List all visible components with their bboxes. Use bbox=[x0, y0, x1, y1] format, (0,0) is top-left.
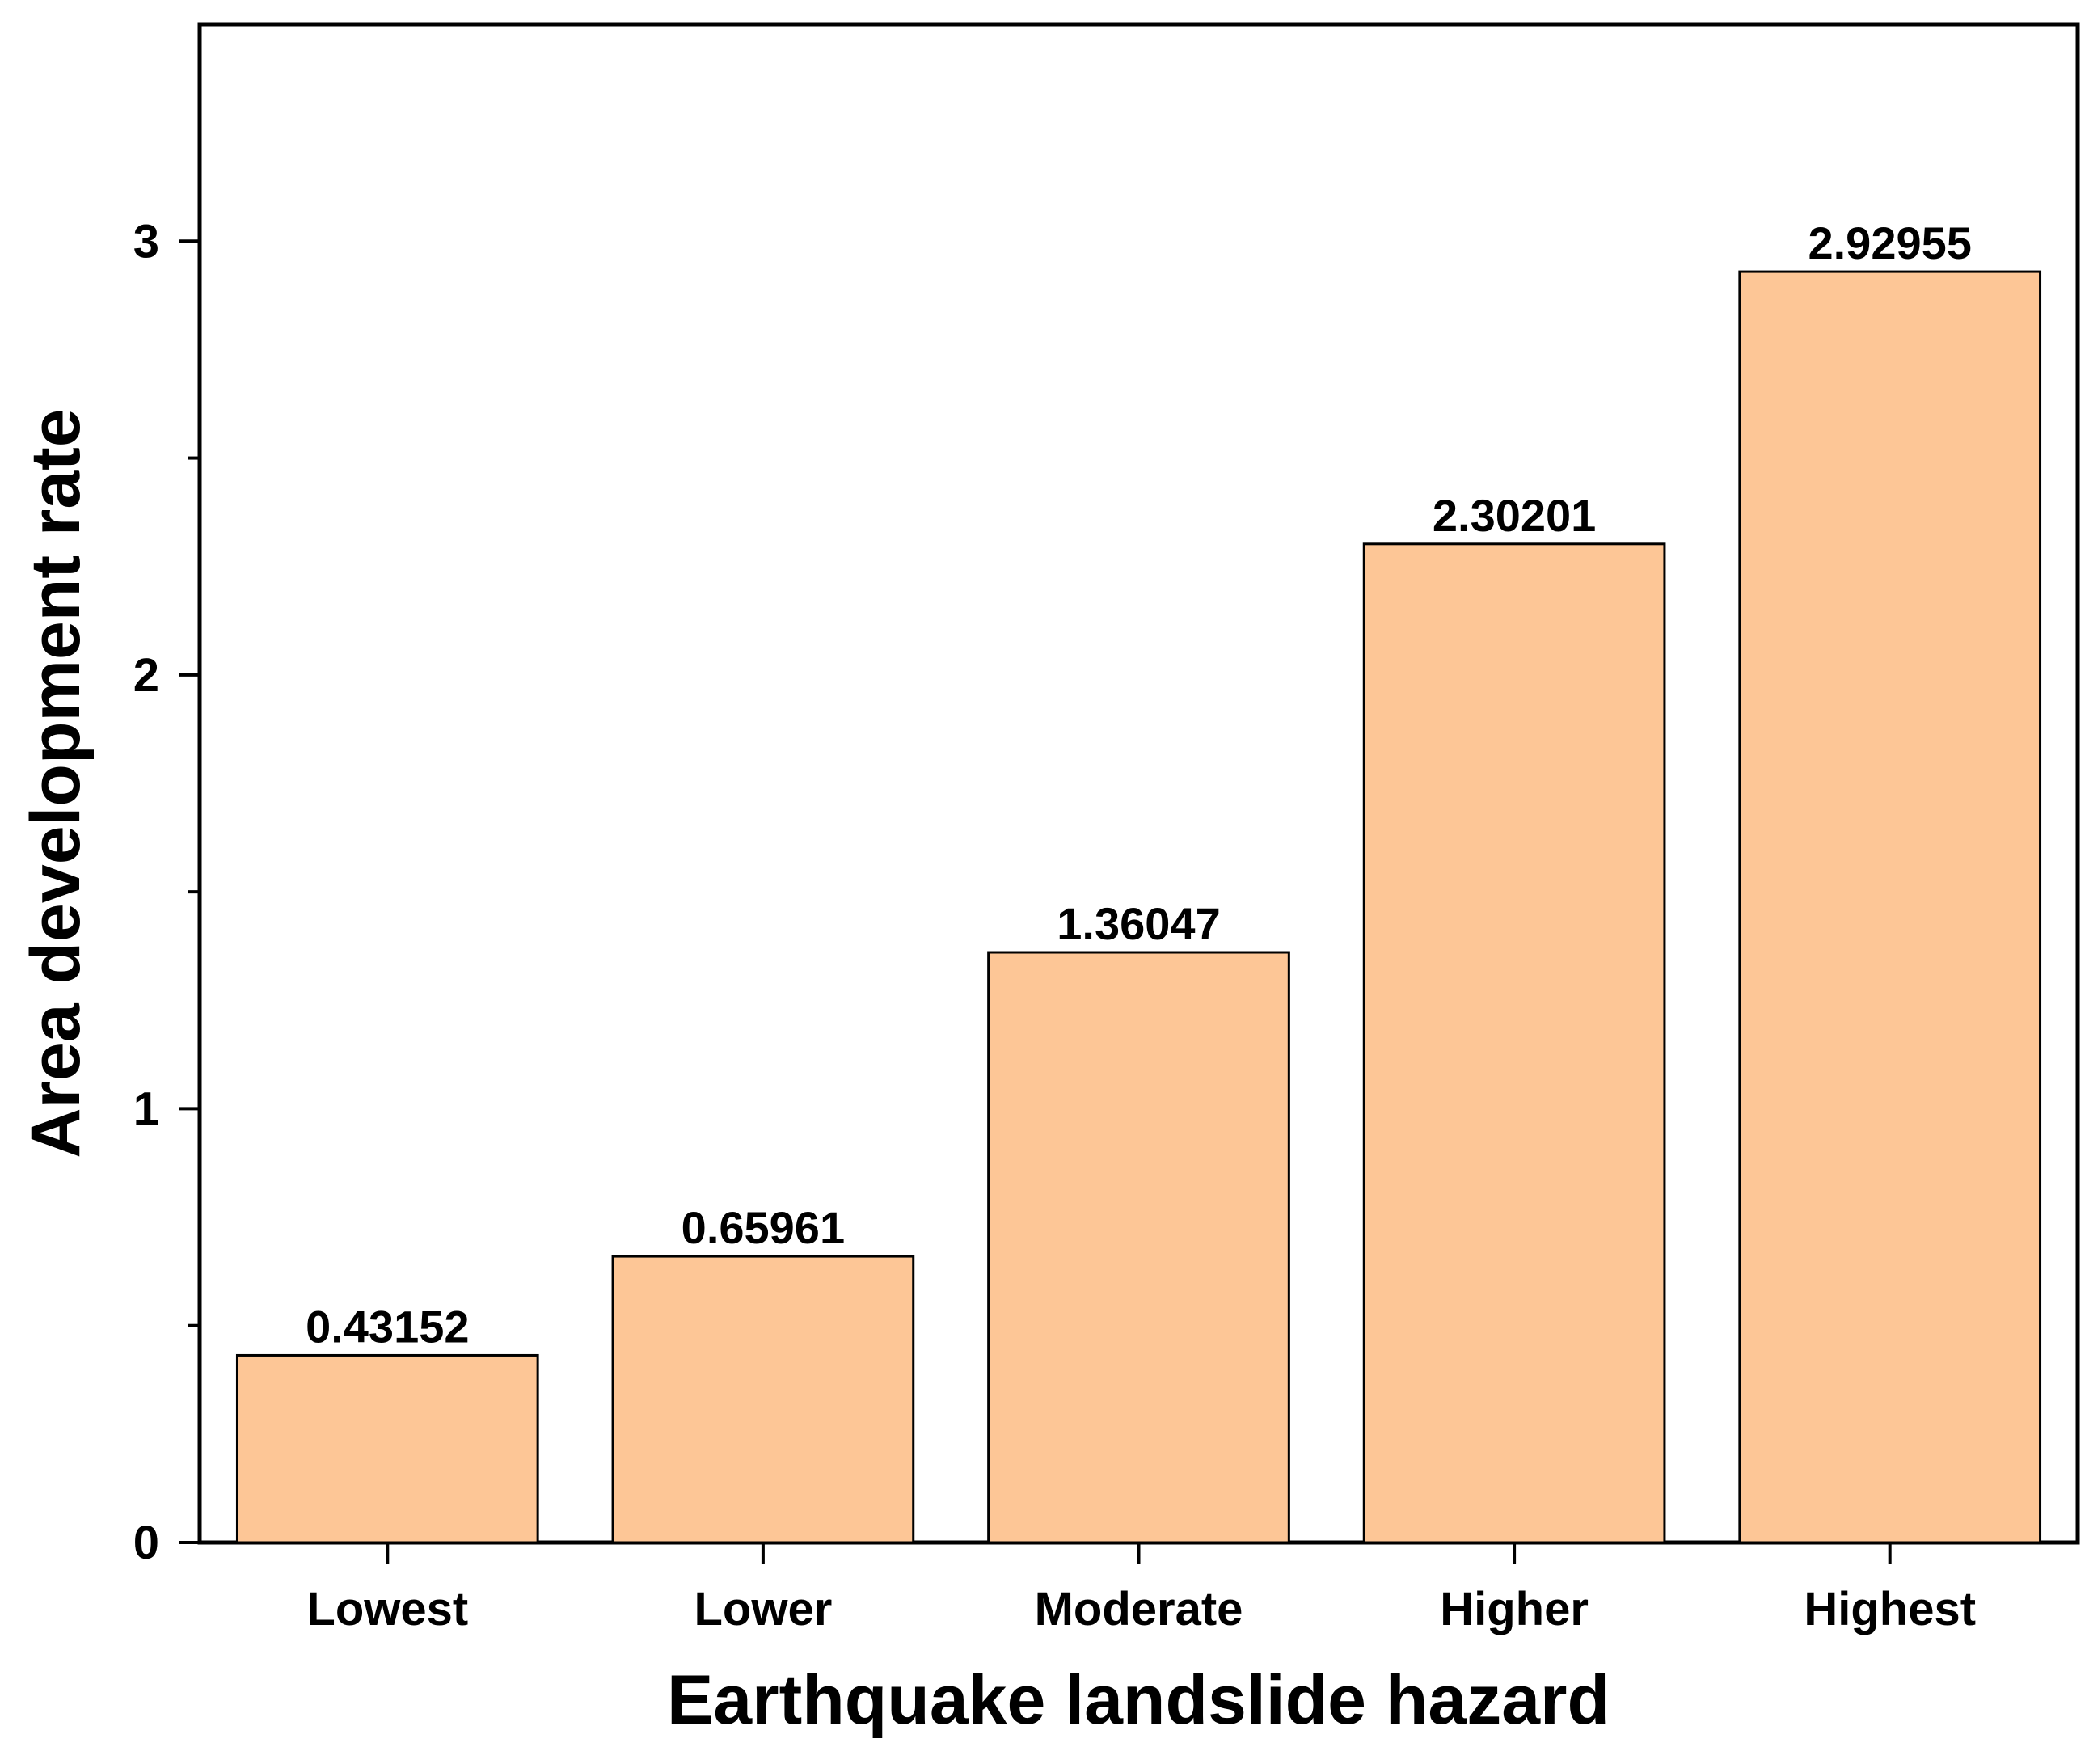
x-tick-label-highest: Highest bbox=[1804, 1583, 1976, 1635]
bar-higher bbox=[1362, 542, 1666, 1544]
value-labels-layer: 0.43152 0.65961 1.36047 2.30201 2.92955 bbox=[306, 217, 1972, 1352]
y-tick-label: 2 bbox=[133, 649, 159, 702]
y-tick-label: 1 bbox=[133, 1082, 159, 1135]
bar-highest bbox=[1738, 270, 2042, 1544]
x-tick-label-lowest: Lowest bbox=[306, 1583, 468, 1635]
x-tick-label-moderate: Moderate bbox=[1035, 1583, 1243, 1635]
value-label-higher: 2.30201 bbox=[1433, 490, 1596, 541]
plot-area: 0.43152 0.65961 1.36047 2.30201 2.92955 0 1 2 3… bbox=[133, 22, 2080, 1635]
value-label-highest: 2.92955 bbox=[1808, 217, 1971, 268]
y-axis-title: Area development rate bbox=[17, 408, 95, 1158]
bar-lower bbox=[611, 1255, 915, 1544]
value-label-lower: 0.65961 bbox=[682, 1202, 845, 1253]
value-label-lowest: 0.43152 bbox=[306, 1301, 469, 1352]
x-tick-label-lower: Lower bbox=[694, 1583, 832, 1635]
y-tick-label: 3 bbox=[133, 215, 159, 268]
x-axis-ticks: Lowest Lower Moderate Higher Highest bbox=[306, 1542, 1976, 1635]
x-axis-title: Earthquake landslide hazard bbox=[667, 1661, 1610, 1739]
value-label-moderate: 1.36047 bbox=[1057, 898, 1220, 949]
bar-lowest bbox=[235, 1353, 539, 1544]
y-tick-label: 0 bbox=[133, 1517, 159, 1569]
y-axis-ticks: 0 1 2 3 bbox=[133, 215, 200, 1569]
bar-moderate bbox=[987, 951, 1290, 1544]
x-tick-label-higher: Higher bbox=[1440, 1583, 1589, 1635]
